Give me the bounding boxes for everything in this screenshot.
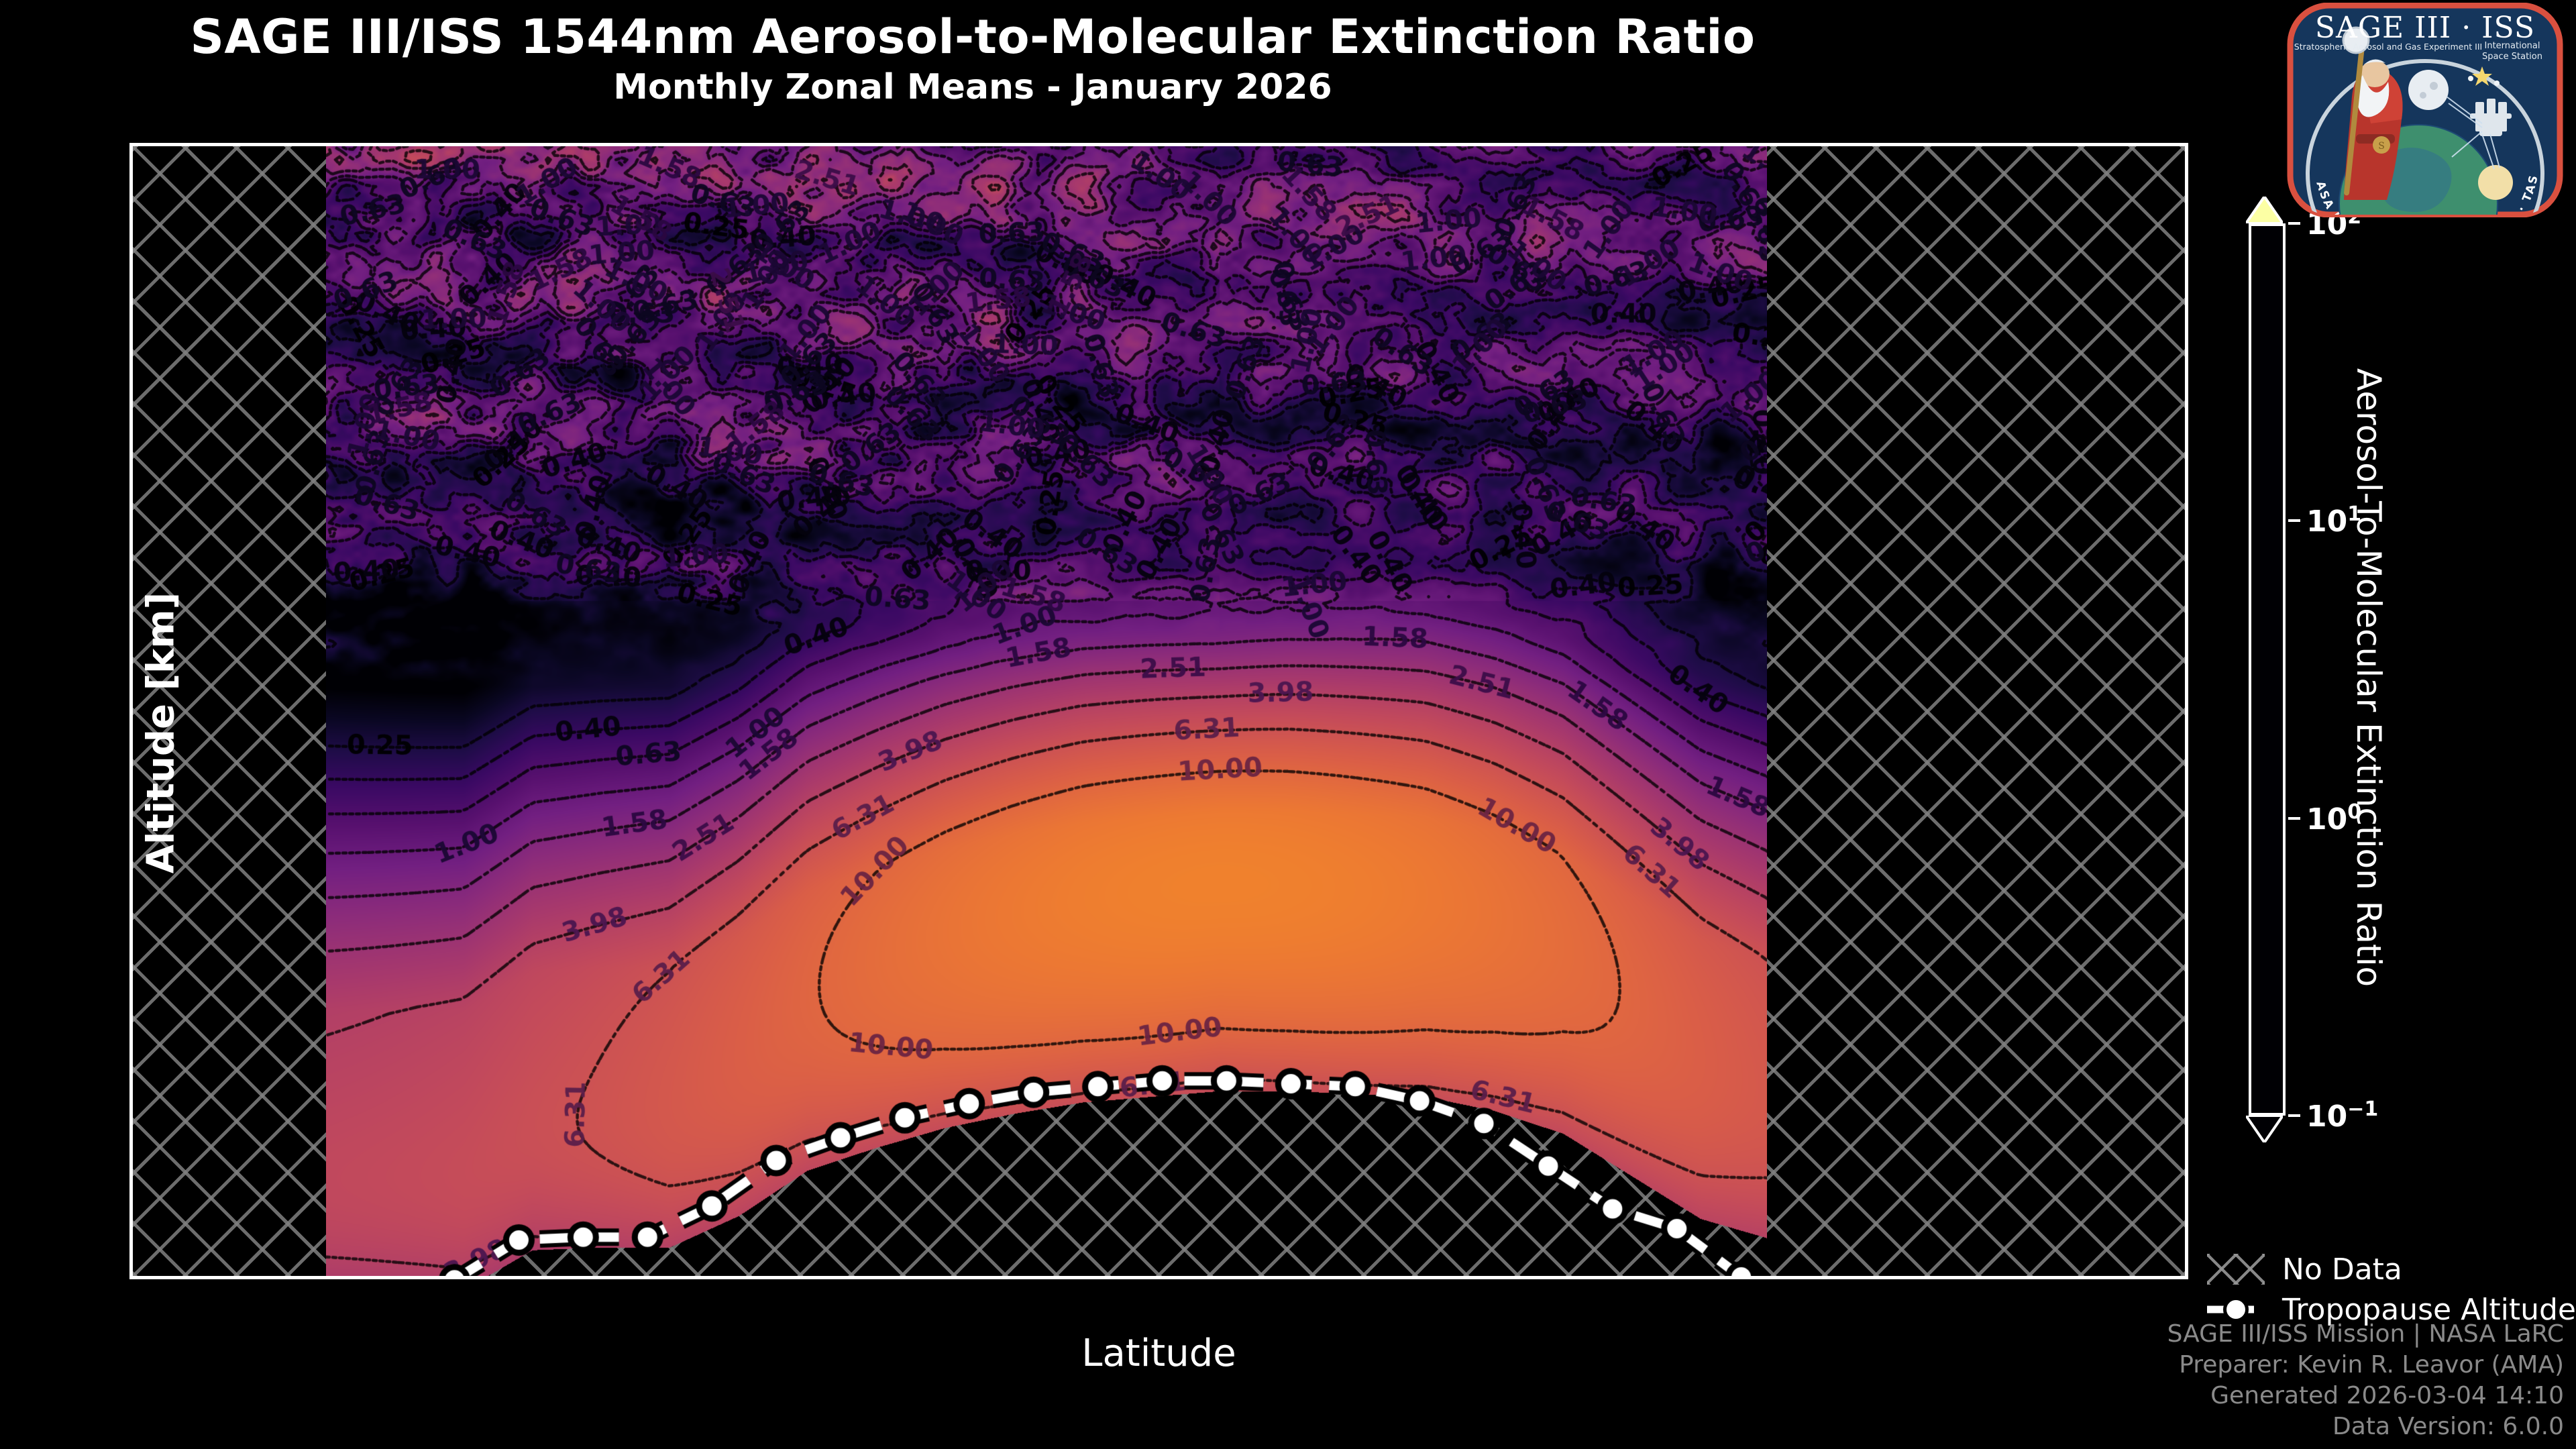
sage-iii-iss-mission-patch-logo: S SAGE III · ISS Stratospheric Aerosol a… [2287, 3, 2563, 217]
svg-text:S: S [2378, 141, 2385, 152]
page-title: SAGE III/ISS 1544nm Aerosol-to-Molecular… [190, 9, 1756, 64]
colorbar-gradient [2249, 223, 2286, 1116]
colorbar-extend-max-icon [2246, 197, 2283, 223]
footer-line-version: Data Version: 6.0.0 [2332, 1413, 2564, 1440]
logo-title: SAGE III · ISS [2315, 11, 2535, 45]
footer-credits: SAGE III/ISS Mission | NASA LaRC Prepare… [2167, 1319, 2564, 1442]
legend: No Data Tropopause Altitude [2207, 1249, 2576, 1330]
footer-line-mission: SAGE III/ISS Mission | NASA LaRC [2167, 1320, 2564, 1348]
legend-label-no-data: No Data [2282, 1252, 2402, 1287]
hatch-swatch-icon [2207, 1254, 2265, 1285]
x-axis-title: Latitude [1081, 1332, 1236, 1375]
y-axis-title: Altitude [km] [139, 592, 183, 874]
footer-line-generated: Generated 2026-03-04 14:10 [2210, 1382, 2564, 1409]
logo-sub-left: Stratospheric Aerosol and Gas Experiment… [2294, 42, 2482, 52]
footer-line-preparer: Preparer: Kevin R. Leavor (AMA) [2179, 1351, 2564, 1379]
colorbar-tick-label: 10−1 [2306, 1097, 2379, 1134]
colorbar-tick [2288, 222, 2300, 225]
legend-item-no-data: No Data [2207, 1249, 2569, 1289]
logo-sub-right-2: Space Station [2482, 52, 2542, 62]
page-subtitle: Monthly Zonal Means - January 2026 [613, 67, 1332, 107]
plot-inner: 70°S60°S50°S40°S30°S20°S10°S0°10°N20°N30… [133, 146, 2185, 1276]
tropopause-line [133, 146, 2185, 1276]
colorbar-tick-label: 100 [2306, 800, 2362, 837]
legend-label-tropopause: Tropopause Altitude [2282, 1292, 2576, 1327]
colorbar-tick [2288, 1114, 2300, 1117]
colorbar-tick [2288, 816, 2300, 820]
logo-sub-right-1: International [2485, 41, 2540, 51]
colorbar-tick [2288, 519, 2300, 523]
colorbar-title: Aerosol-To-Molecular Extinction Ratio [2349, 368, 2388, 987]
colorbar: 10210110010−1 [2246, 197, 2378, 1142]
plot-area: 70°S60°S50°S40°S30°S20°S10°S0°10°N20°N30… [129, 143, 2188, 1279]
colorbar-tick-label: 101 [2306, 502, 2362, 539]
legend-item-tropopause: Tropopause Altitude [2207, 1289, 2576, 1330]
dashed-line-marker-icon [2207, 1294, 2265, 1325]
colorbar-extend-min-icon [2246, 1116, 2283, 1142]
